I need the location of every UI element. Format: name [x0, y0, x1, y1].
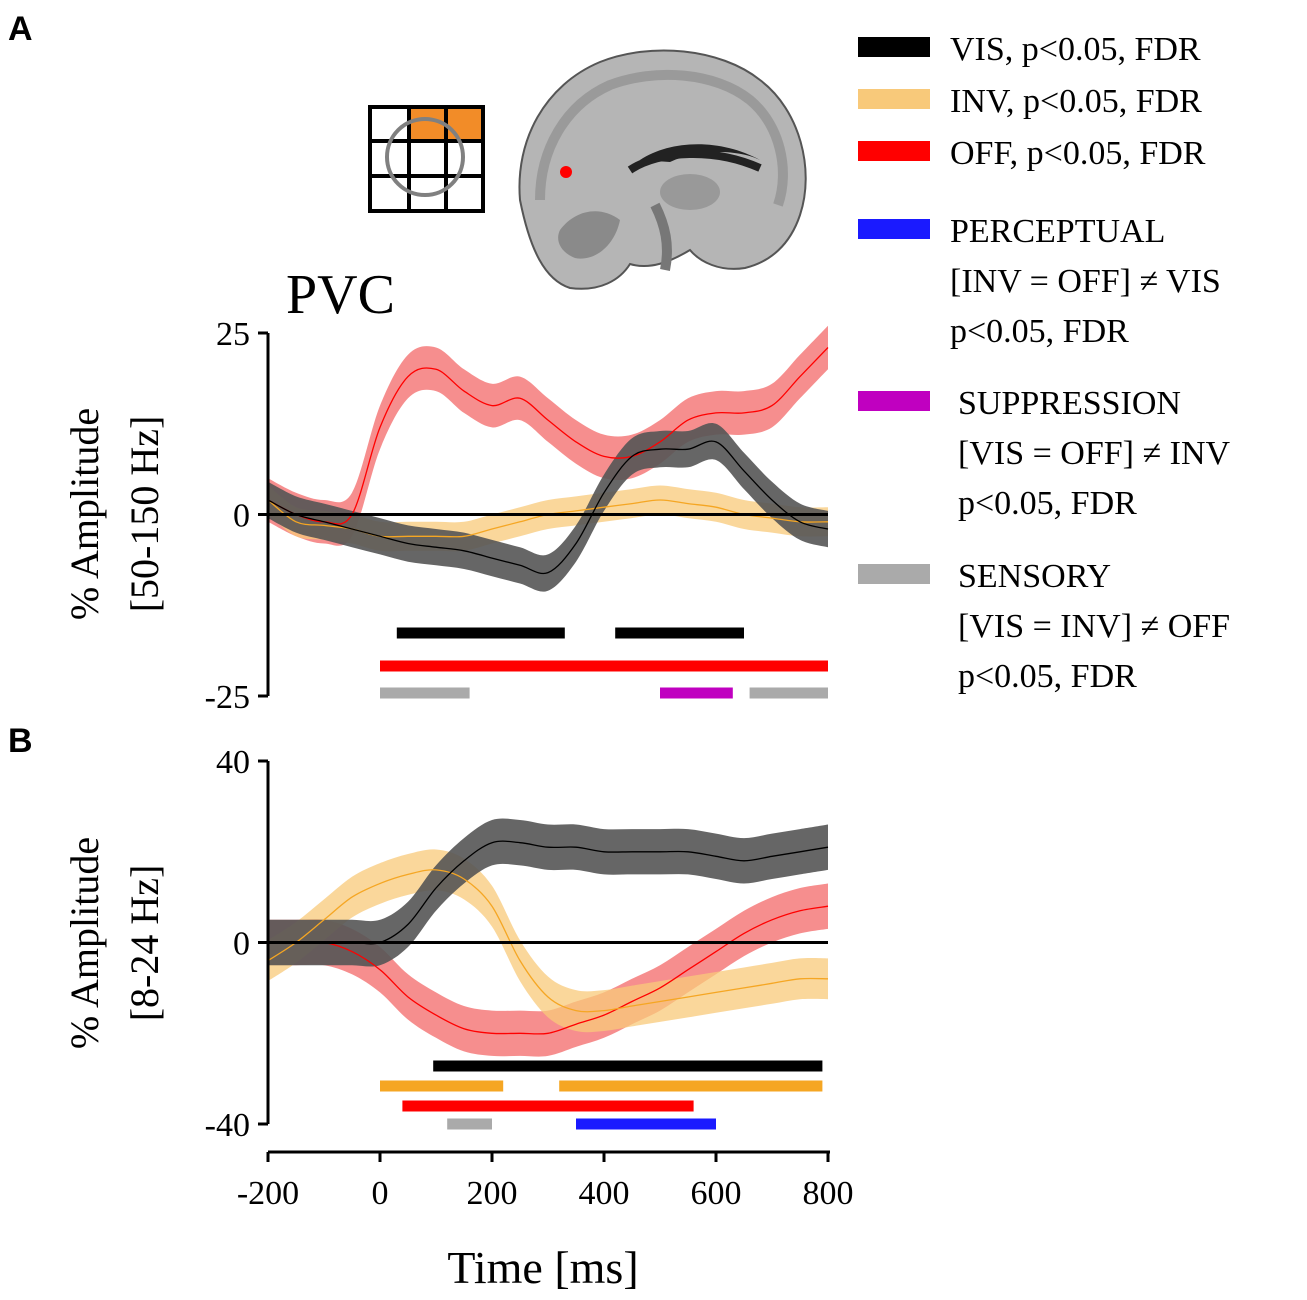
- legend-perceptual-l3: p<0.05, FDR: [950, 313, 1129, 350]
- sig-bar-sensory: [447, 1118, 492, 1130]
- y-tick-label: 0: [233, 498, 250, 535]
- panel-a-label: A: [8, 10, 33, 48]
- legend-swatch-off: [858, 141, 930, 161]
- grid-outline: [368, 105, 485, 213]
- y-tick-label: 40: [216, 744, 250, 781]
- x-tick-label: 400: [579, 1175, 630, 1212]
- electrode-location-dot: [560, 166, 572, 178]
- legend-suppression-l1: SUPPRESSION: [958, 385, 1181, 422]
- panel-b-ylabel-line1: % Amplitude: [62, 837, 107, 1049]
- panel-b-band-vis: [268, 818, 828, 967]
- x-tick-label: 200: [467, 1175, 518, 1212]
- sig-bar-sensory: [749, 687, 828, 699]
- brain-sagittal-icon: [518, 49, 807, 290]
- legend: VIS, p<0.05, FDR INV, p<0.05, FDR OFF, p…: [858, 31, 1231, 695]
- legend-inv: INV, p<0.05, FDR: [950, 83, 1202, 120]
- panel-a-line-off: [267, 347, 829, 525]
- x-tick-label: 600: [691, 1175, 742, 1212]
- legend-off: OFF, p<0.05, FDR: [950, 135, 1206, 172]
- sig-bar-off: [380, 660, 828, 672]
- panel-a-ylabel-line2: [50-150 Hz]: [122, 416, 167, 613]
- legend-swatch-perceptual: [858, 219, 930, 239]
- panel-b-line-off: [267, 905, 829, 1035]
- panel-a-line-vis: [267, 440, 829, 575]
- y-tick-label: -25: [205, 679, 250, 716]
- sig-bar-vis: [396, 627, 565, 639]
- sig-bar-inv: [559, 1080, 823, 1092]
- x-tick-label: 800: [803, 1175, 854, 1212]
- y-tick-label: 25: [216, 316, 250, 353]
- panel-b-band-off: [268, 883, 828, 1057]
- sig-bar-vis: [433, 1060, 823, 1072]
- legend-perceptual-l1: PERCEPTUAL: [950, 213, 1165, 250]
- panel-b-line-inv: [267, 869, 829, 1013]
- legend-perceptual-l2: [INV = OFF] ≠ VIS: [950, 263, 1221, 300]
- sig-bar-suppression: [660, 687, 733, 699]
- x-tick-label: -200: [237, 1175, 299, 1212]
- panel-b-label: B: [8, 722, 33, 760]
- legend-sensory-l2: [VIS = INV] ≠ OFF: [958, 608, 1230, 645]
- region-title: PVC: [286, 264, 395, 326]
- electrode-circle: [385, 117, 465, 197]
- legend-vis: VIS, p<0.05, FDR: [950, 31, 1201, 68]
- x-axis-label: Time [ms]: [447, 1242, 638, 1293]
- sig-bar-inv: [380, 1080, 504, 1092]
- legend-suppression-l3: p<0.05, FDR: [958, 485, 1137, 522]
- x-tick-label: 0: [372, 1175, 389, 1212]
- electrode-grid-icon: [368, 105, 485, 213]
- y-tick-label: 0: [233, 926, 250, 963]
- legend-swatch-vis: [858, 37, 930, 57]
- legend-sensory-l1: SENSORY: [958, 558, 1111, 595]
- panel-b-plot: 400-40-200 0 200 400 600 800: [205, 744, 854, 1212]
- legend-swatch-suppression: [858, 391, 930, 411]
- panel-b-ylabel-line2: [8-24 Hz]: [122, 865, 167, 1022]
- sig-bar-off: [402, 1100, 694, 1112]
- panel-a-significance-bars: [380, 627, 828, 699]
- panel-a-band-vis: [268, 422, 828, 592]
- panel-b-significance-bars: [380, 1060, 823, 1130]
- legend-sensory-l3: p<0.05, FDR: [958, 658, 1137, 695]
- sig-bar-sensory: [380, 687, 470, 699]
- panel-b-band-inv: [268, 849, 828, 1033]
- panel-a-ylabel-line1: % Amplitude: [62, 408, 107, 620]
- panel-b-bands: [268, 818, 828, 1057]
- panel-a-plot: 25 0 -25: [205, 316, 829, 716]
- legend-swatch-inv: [858, 89, 930, 109]
- y-tick-label: -40: [205, 1107, 250, 1144]
- sig-bar-vis: [615, 627, 744, 639]
- panel-a-bands: [268, 325, 828, 592]
- panel-a-band-off: [268, 325, 828, 546]
- legend-suppression-l2: [VIS = OFF] ≠ INV: [958, 435, 1231, 472]
- sig-bar-perceptual: [576, 1118, 716, 1130]
- legend-swatch-sensory: [858, 564, 930, 584]
